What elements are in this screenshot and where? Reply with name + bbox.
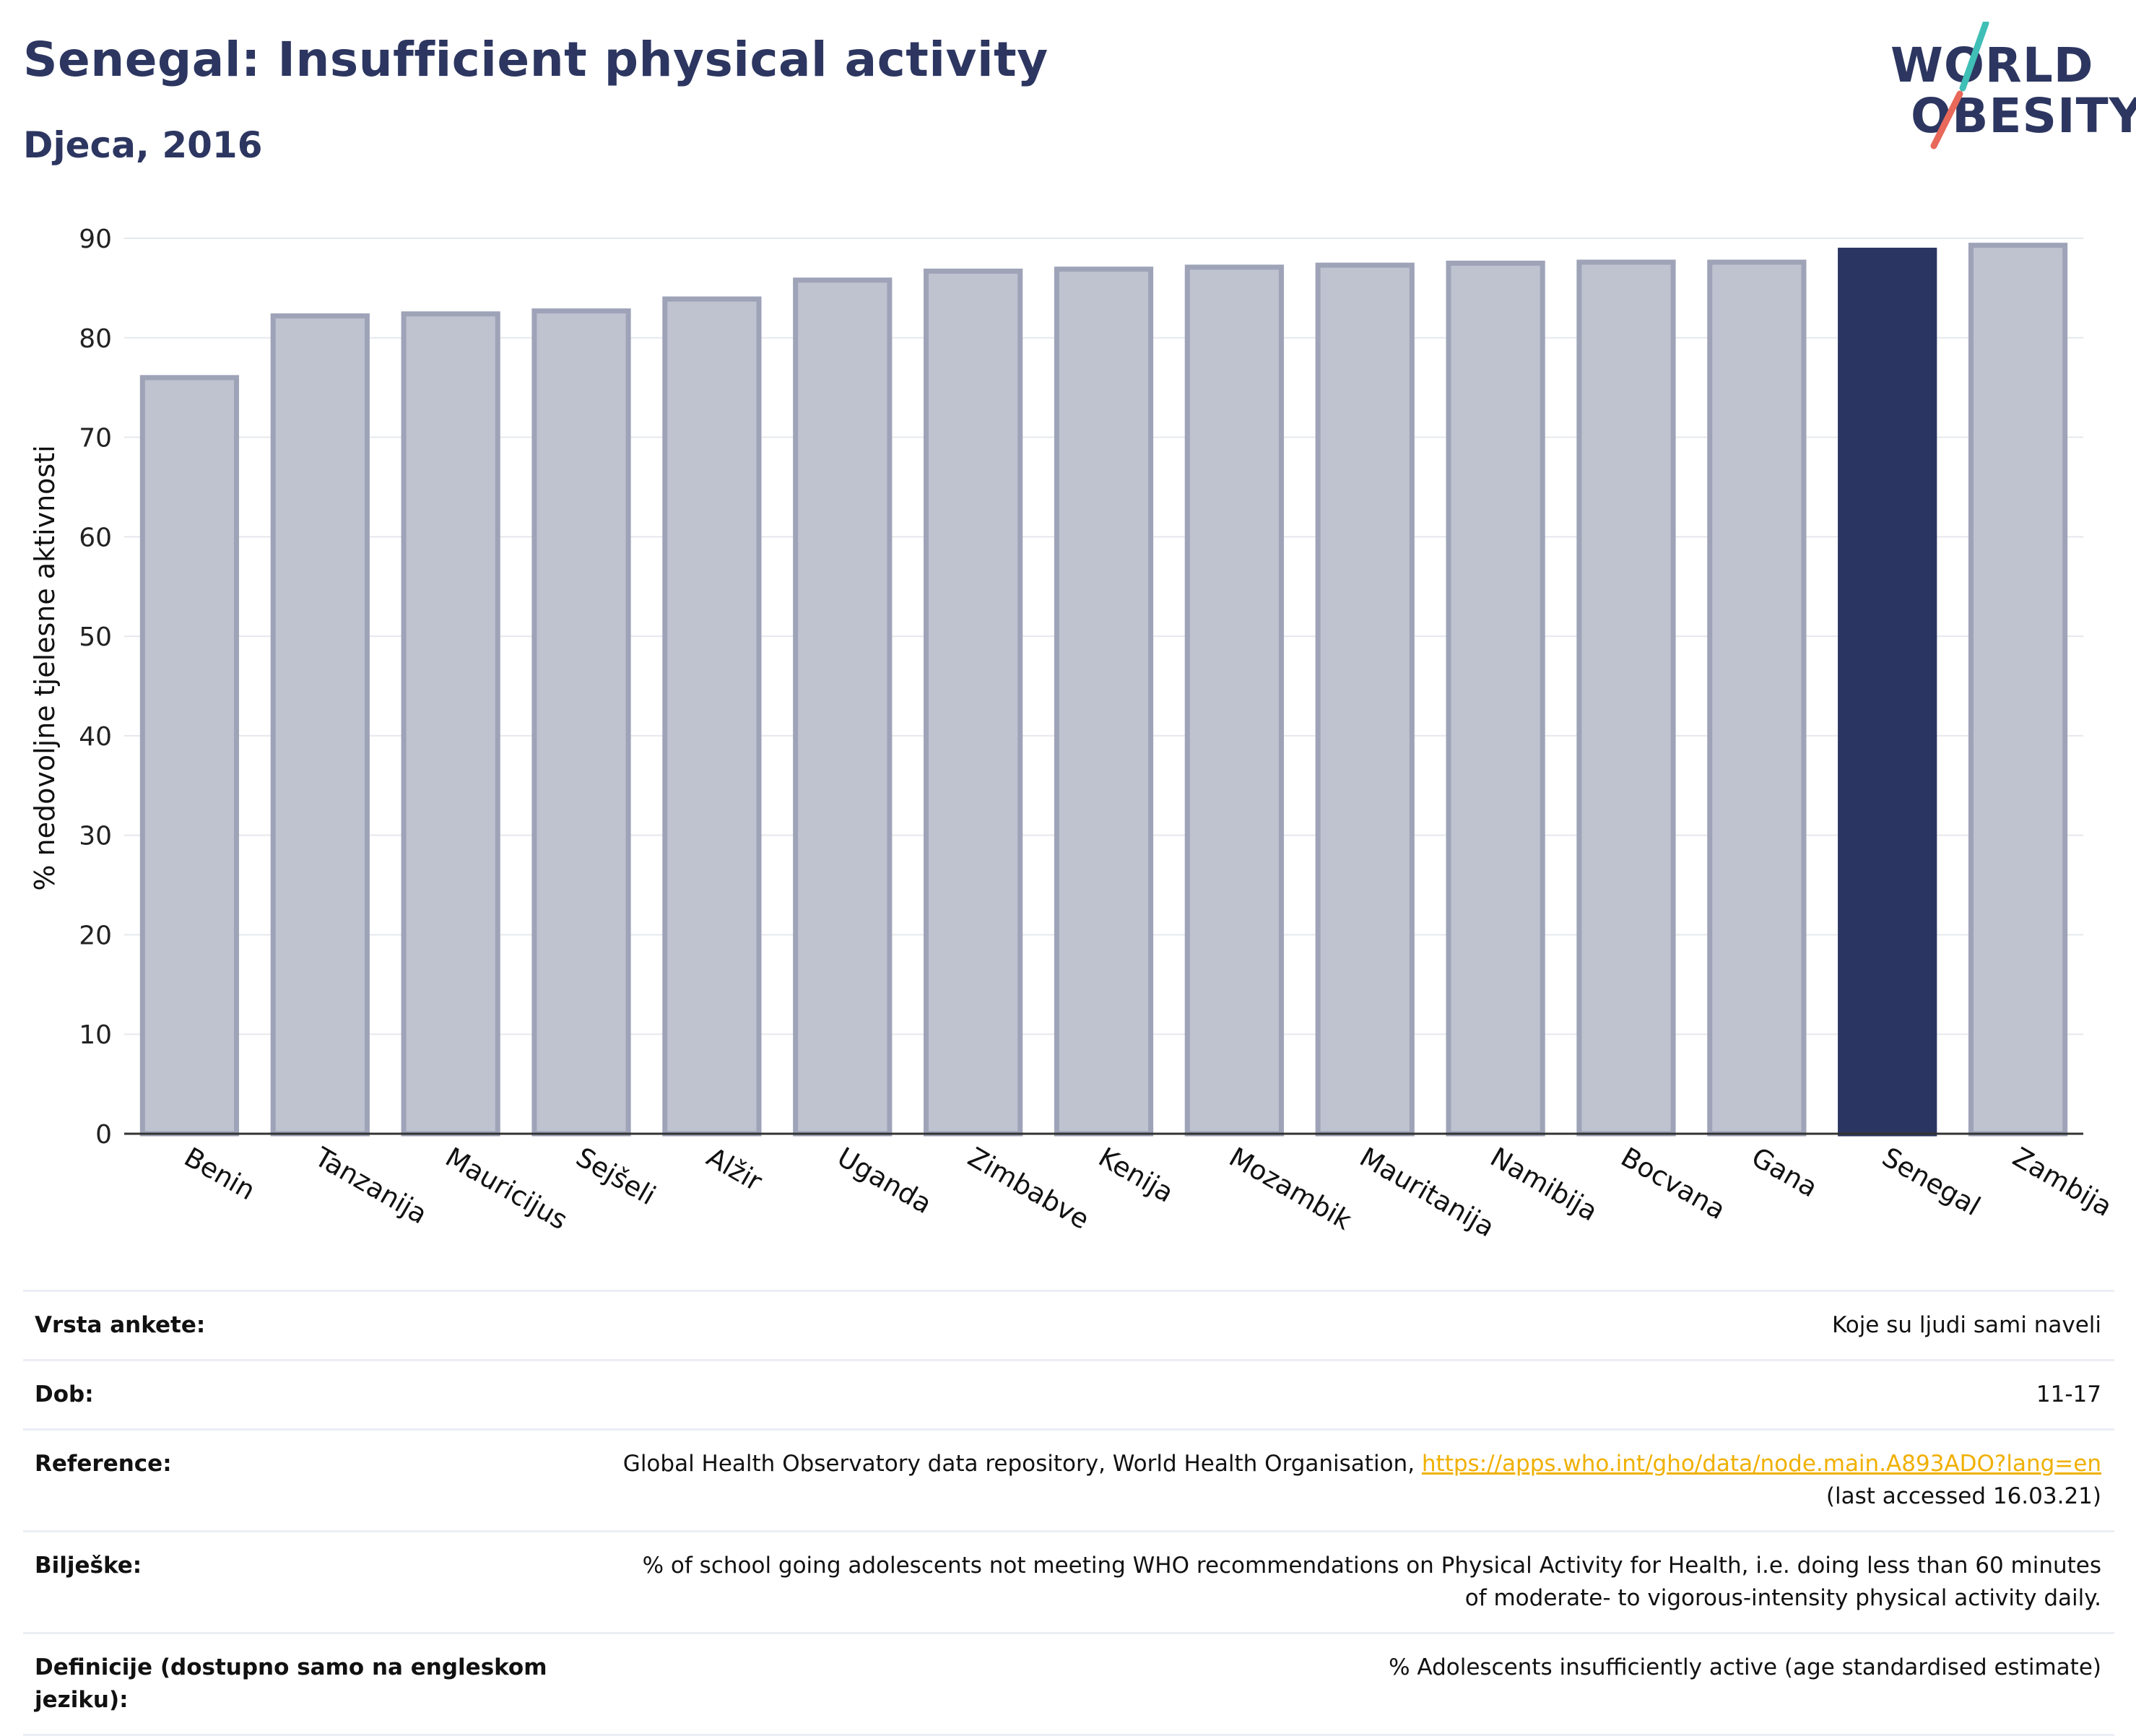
y-tick-label-20: 20 — [79, 921, 112, 950]
chart-subtitle: Djeca, 2016 — [23, 124, 263, 166]
y-tick-label-70: 70 — [79, 424, 112, 453]
bar-sejšeli — [531, 308, 631, 1137]
y-tick-label-60: 60 — [79, 523, 112, 552]
info-table: Vrsta ankete: Koje su ljudi sami naveli … — [23, 1290, 2114, 1736]
bar-namibija — [1446, 260, 1545, 1137]
x-tick-label-senegal: Senegal — [1877, 1142, 1985, 1223]
info-label-reference: Reference: — [35, 1450, 172, 1477]
bar-kenija — [1054, 266, 1154, 1137]
x-tick-label-alžir: Alžir — [701, 1142, 768, 1198]
x-tick-label-zimbabve: Zimbabve — [963, 1142, 1095, 1236]
x-tick-label-mauritanija: Mauritanija — [1355, 1142, 1500, 1244]
x-tick-label-tanzanija: Tanzanija — [309, 1141, 433, 1230]
x-tick-label-uganda: Uganda — [832, 1142, 937, 1220]
bar-zambija — [1968, 243, 2068, 1137]
info-row-reference: Reference: Global Health Observatory dat… — [23, 1428, 2114, 1530]
y-tick-label-90: 90 — [79, 225, 112, 254]
bar-mozambik — [1184, 264, 1284, 1137]
x-tick-label-zambija: Zambija — [2007, 1142, 2117, 1223]
bar-benin — [139, 375, 240, 1137]
bar-alžir — [662, 296, 762, 1137]
bar-gana — [1707, 259, 1807, 1137]
info-value-age: 11-17 — [2036, 1381, 2101, 1407]
x-tick-label-sejšeli: Sejšeli — [571, 1142, 661, 1212]
x-tick-label-mozambik: Mozambik — [1224, 1142, 1358, 1236]
world-obesity-logo: WORLD OBESITY — [1877, 22, 2136, 159]
bar-tanzanija — [270, 313, 370, 1137]
logo-slash-icon — [1930, 22, 1989, 149]
y-tick-label-30: 30 — [79, 822, 112, 851]
chart-title: Senegal: Insufficient physical activity — [23, 32, 1049, 87]
reference-text: Global Health Observatory data repositor… — [622, 1450, 1422, 1477]
info-value-survey-type: Koje su ljudi sami naveli — [1831, 1312, 2101, 1338]
info-row-survey-type: Vrsta ankete: Koje su ljudi sami naveli — [23, 1290, 2114, 1359]
y-tick-label-10: 10 — [79, 1020, 112, 1050]
info-row-age: Dob: 11-17 — [23, 1358, 2114, 1428]
info-label-age: Dob: — [35, 1381, 94, 1407]
y-tick-label-50: 50 — [79, 622, 112, 652]
y-tick-label-40: 40 — [79, 722, 112, 752]
x-tick-label-benin: Benin — [179, 1142, 261, 1207]
info-label-notes: Bilješke: — [35, 1552, 142, 1579]
bar-chart: 0 10 20 30 40 50 60 70 80 90 Benin Tanzanija Maurici… — [79, 225, 2117, 1244]
x-tick-label-mauricijus: Mauricijus — [440, 1142, 573, 1236]
x-tick-label-namibija: Namibija — [1485, 1142, 1603, 1228]
y-tick-label-0: 0 — [95, 1120, 112, 1150]
bar-bocvana — [1576, 259, 1676, 1137]
bar-mauritanija — [1315, 262, 1415, 1137]
x-tick-label-kenija: Kenija — [1093, 1142, 1178, 1209]
info-value-reference: Global Health Observatory data repositor… — [555, 1448, 2101, 1513]
info-label-survey-type: Vrsta ankete: — [35, 1312, 206, 1338]
x-tick-label-bocvana: Bocvana — [1615, 1142, 1730, 1226]
info-label-definitions: Definicije (dostupno samo na engleskom j… — [35, 1654, 547, 1713]
reference-link[interactable]: https://apps.who.int/gho/data/node.main.… — [1421, 1450, 2101, 1477]
x-tick-label-gana: Gana — [1746, 1142, 1823, 1204]
bar-uganda — [793, 277, 893, 1137]
info-row-definitions: Definicije (dostupno samo na engleskom j… — [23, 1631, 2114, 1736]
bar-zimbabve — [924, 268, 1023, 1137]
info-value-notes: % of school going adolescents not meetin… — [642, 1552, 2101, 1611]
info-row-notes: Bilješke: % of school going adolescents … — [23, 1529, 2114, 1632]
bar-senegal — [1838, 248, 1937, 1137]
info-value-definitions: % Adolescents insufficiently active (age… — [1389, 1654, 2101, 1680]
logo-word-obesity: OBESITY — [1911, 88, 2136, 144]
reference-accessed: (last accessed 16.03.21) — [1825, 1483, 2101, 1509]
bar-mauricijus — [401, 311, 500, 1137]
y-tick-label-80: 80 — [79, 324, 112, 354]
